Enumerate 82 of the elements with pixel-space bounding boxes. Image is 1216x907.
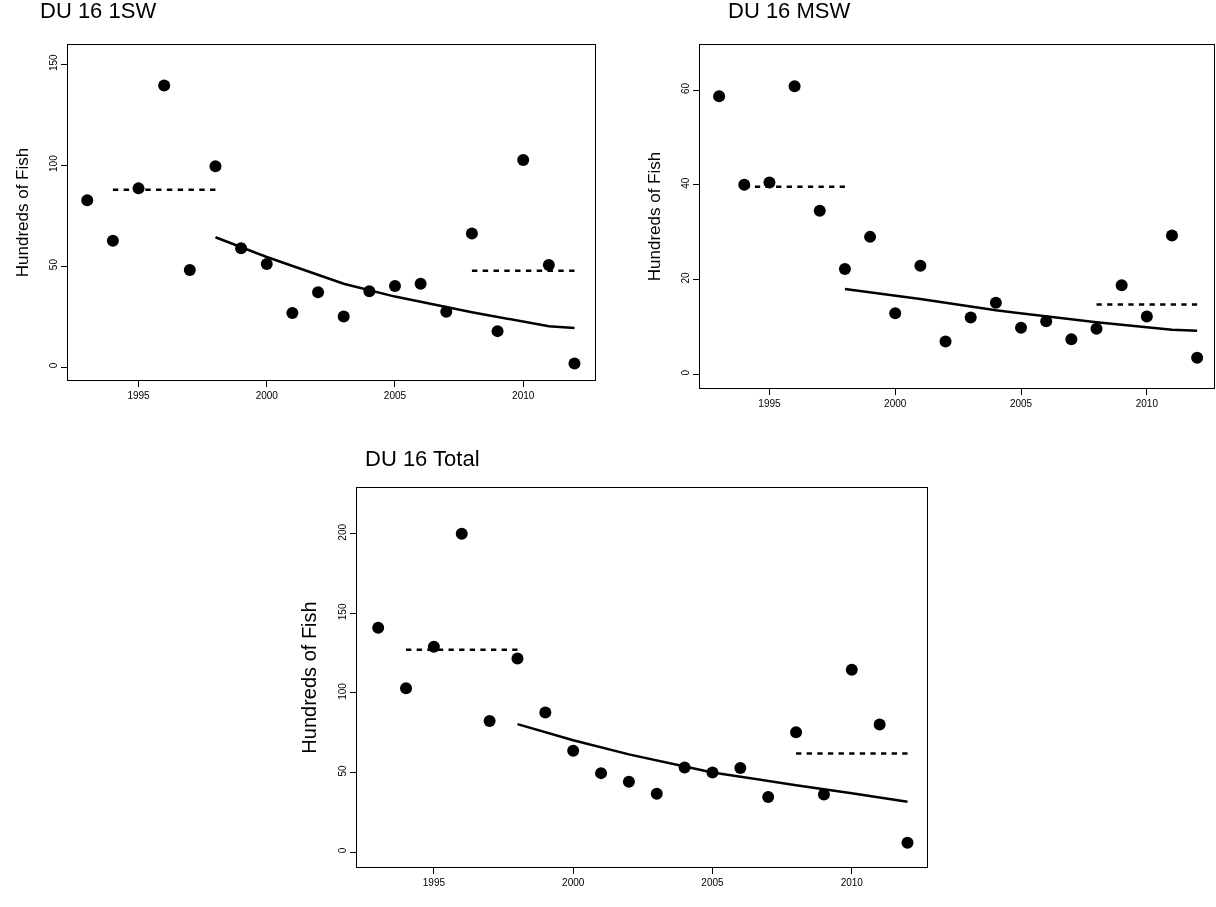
- point: [838, 263, 851, 276]
- chart-title: DU 16 1SW: [40, 0, 157, 23]
- point: [517, 153, 530, 166]
- y-tick-label: 60: [679, 82, 691, 95]
- y-tick-label: 40: [679, 177, 691, 189]
- point: [790, 726, 803, 739]
- y-tick-label: 50: [336, 764, 348, 777]
- point: [964, 311, 977, 324]
- point: [1191, 351, 1204, 364]
- y-tick-label: 100: [47, 154, 59, 172]
- y-tick-label: 50: [47, 258, 59, 271]
- point: [1140, 310, 1153, 323]
- y-tick-label: 100: [336, 682, 348, 700]
- point: [158, 79, 171, 92]
- y-tick-label: 20: [679, 272, 691, 284]
- y-axis-title: Hundreds of Fish: [298, 601, 321, 754]
- point: [511, 652, 524, 665]
- y-tick-label: 0: [47, 362, 59, 369]
- point: [400, 682, 413, 695]
- x-tick-label: 2000: [255, 390, 279, 402]
- line-series: [214, 235, 576, 330]
- point: [414, 277, 427, 290]
- y-tick-label: 0: [679, 369, 691, 376]
- line-series: [516, 722, 909, 804]
- y-tick-label: 150: [47, 53, 59, 72]
- x-tick-label: 2000: [884, 398, 907, 410]
- x-tick-label: 2000: [562, 877, 585, 889]
- x-tick-label: 1995: [422, 877, 446, 889]
- point: [864, 230, 877, 243]
- point: [914, 259, 927, 272]
- point: [762, 790, 775, 803]
- y-axis-title: Hundreds of Fish: [13, 147, 33, 278]
- point: [845, 663, 858, 676]
- point: [455, 527, 468, 540]
- point: [873, 718, 886, 731]
- point: [337, 310, 350, 323]
- chart-title: DU 16 MSW: [728, 0, 851, 23]
- point: [106, 234, 119, 247]
- point: [989, 296, 1002, 309]
- point: [568, 357, 581, 370]
- x-tick-label: 2010: [840, 877, 864, 889]
- point: [889, 307, 902, 320]
- point: [483, 714, 496, 727]
- y-tick-label: 0: [336, 847, 348, 854]
- y-axis-title: Hundreds of Fish: [645, 151, 665, 282]
- point: [1165, 229, 1178, 242]
- point: [491, 325, 504, 338]
- y-tick-label: 200: [336, 523, 348, 541]
- point: [542, 259, 555, 272]
- point: [260, 258, 273, 271]
- point: [939, 335, 952, 348]
- point: [650, 787, 663, 800]
- point: [1015, 321, 1028, 334]
- point: [183, 263, 196, 276]
- point: [465, 227, 478, 240]
- point: [1115, 279, 1128, 292]
- chart-title: DU 16 Total: [365, 445, 480, 471]
- point: [539, 706, 552, 719]
- point: [567, 744, 580, 757]
- x-tick-label: 2005: [383, 390, 407, 402]
- x-tick-label: 1995: [758, 398, 781, 410]
- x-tick-label: 2005: [701, 877, 725, 889]
- point: [713, 90, 726, 103]
- point: [388, 279, 401, 292]
- point: [1090, 322, 1103, 335]
- point: [622, 775, 635, 788]
- point: [312, 286, 325, 299]
- point: [209, 160, 222, 173]
- x-tick-label: 1995: [127, 390, 151, 402]
- point: [734, 762, 747, 775]
- point: [372, 621, 385, 634]
- point: [813, 204, 826, 217]
- point: [81, 194, 94, 207]
- x-tick-label: 2005: [1009, 398, 1033, 410]
- point: [901, 836, 914, 849]
- point: [286, 306, 299, 319]
- point: [595, 767, 608, 780]
- x-tick-label: 2010: [512, 390, 535, 402]
- point: [788, 80, 801, 93]
- point: [1065, 333, 1078, 346]
- x-tick-label: 2010: [1135, 398, 1159, 410]
- y-tick-label: 150: [336, 603, 348, 621]
